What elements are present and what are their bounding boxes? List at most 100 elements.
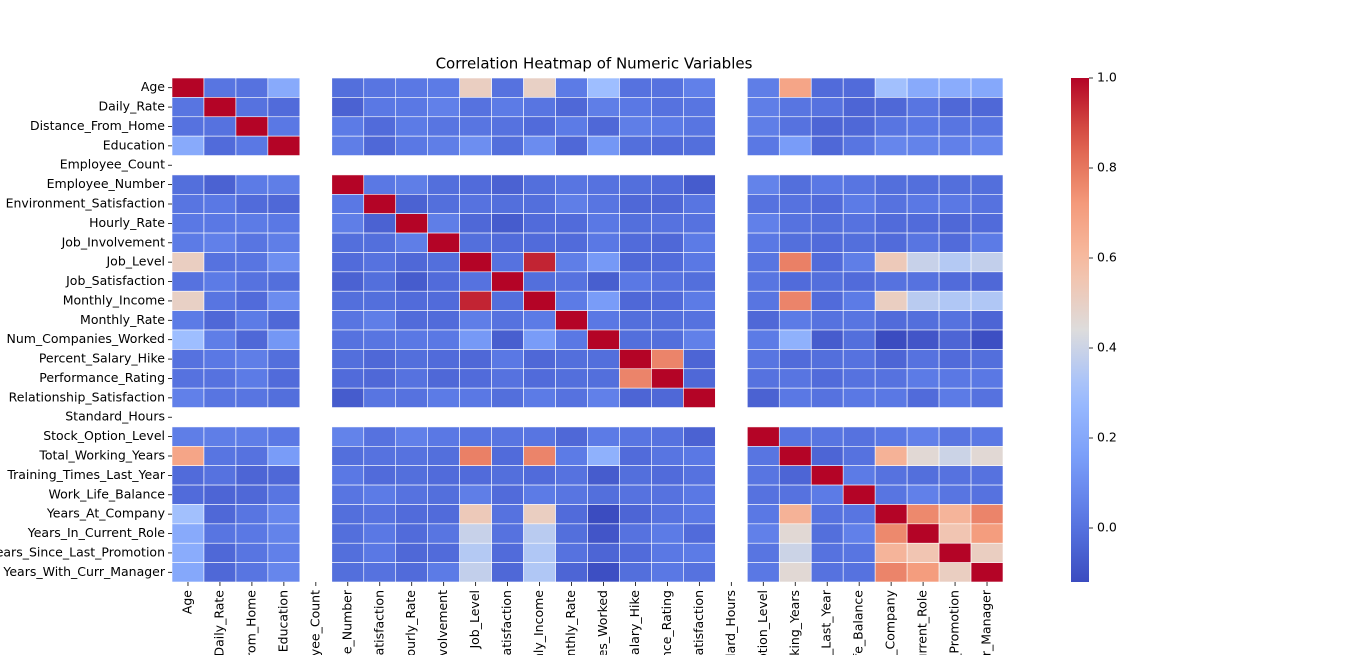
heatmap-cell — [874, 465, 908, 486]
heatmap-cell — [906, 97, 940, 118]
heatmap-cell — [842, 135, 876, 156]
heatmap-cell — [619, 97, 652, 118]
heatmap-cell — [619, 232, 652, 253]
heatmap-cell — [587, 542, 620, 563]
heatmap-cell — [427, 310, 460, 331]
heatmap-cell — [842, 465, 876, 486]
heatmap-cell — [267, 349, 301, 370]
x-tick-label: Environment_Satisfaction — [371, 590, 386, 655]
heatmap-cell — [491, 290, 524, 311]
heatmap-cell — [363, 135, 397, 156]
heatmap-cell — [874, 542, 908, 563]
heatmap-cell — [427, 562, 460, 583]
heatmap-cell — [459, 194, 492, 214]
heatmap-cell — [810, 484, 844, 505]
heatmap-cell — [395, 97, 428, 118]
heatmap-cell — [970, 329, 1004, 350]
heatmap-cell — [874, 484, 908, 505]
heatmap-cell — [778, 97, 812, 118]
heatmap-cell — [683, 77, 716, 98]
heatmap-cell — [906, 174, 940, 195]
heatmap-cell — [810, 232, 844, 253]
heatmap-cell — [906, 368, 940, 389]
heatmap-cell — [427, 290, 460, 311]
heatmap-cell — [747, 562, 780, 583]
heatmap-cell — [171, 232, 205, 253]
heatmap-cell — [203, 310, 237, 331]
heatmap-cell — [555, 252, 588, 273]
heatmap-cell — [395, 174, 428, 195]
heatmap-cell — [555, 349, 588, 370]
y-tick-label: Years_At_Company — [46, 506, 166, 521]
heatmap-cell — [619, 194, 652, 214]
heatmap-cell — [906, 116, 940, 137]
heatmap-cell — [267, 368, 301, 389]
y-tick-label: Monthly_Rate — [80, 312, 165, 327]
heatmap-cell — [651, 252, 684, 273]
heatmap-cell — [459, 116, 492, 137]
x-tick-label: Percent_Salary_Hike — [627, 590, 642, 655]
heatmap-cell — [747, 504, 780, 525]
heatmap-cell — [651, 213, 684, 234]
heatmap-cell — [938, 232, 972, 253]
heatmap-cell — [267, 174, 301, 195]
heatmap-cell — [331, 310, 365, 331]
x-tick-label: Total_Working_Years — [787, 590, 802, 655]
heatmap-cell — [427, 194, 460, 214]
heatmap-cell — [587, 446, 620, 466]
heatmap-cell — [651, 116, 684, 137]
heatmap-cell — [747, 484, 780, 505]
y-tick-label: Education — [103, 137, 165, 152]
heatmap-cell — [235, 77, 269, 98]
heatmap-cell — [363, 290, 397, 311]
heatmap-cell — [874, 174, 908, 195]
heatmap-cell — [810, 135, 844, 156]
heatmap-cell — [651, 97, 684, 118]
heatmap-cell — [523, 77, 556, 98]
heatmap-cell — [683, 290, 716, 311]
heatmap-cell — [587, 426, 620, 447]
heatmap-cell — [747, 349, 780, 370]
heatmap-cell — [203, 562, 237, 583]
heatmap-cell — [491, 426, 524, 447]
heatmap-cell — [459, 562, 492, 583]
heatmap-cell — [395, 290, 428, 311]
heatmap-cell — [778, 271, 812, 292]
heatmap-cell — [203, 116, 237, 137]
heatmap-cell — [331, 523, 365, 544]
heatmap-cell — [427, 426, 460, 447]
heatmap-cell — [331, 194, 365, 214]
heatmap-cell — [651, 349, 684, 370]
heatmap-cell — [555, 446, 588, 466]
heatmap-cell — [491, 387, 524, 408]
heatmap-cell — [587, 116, 620, 137]
y-tick-label: Job_Level — [105, 254, 165, 269]
heatmap-cell — [842, 542, 876, 563]
heatmap-cell — [203, 426, 237, 447]
heatmap-cell — [970, 213, 1004, 234]
x-tick-label: Age — [179, 590, 194, 614]
heatmap-cell — [619, 77, 652, 98]
heatmap-cell — [523, 368, 556, 389]
heatmap-cell — [491, 484, 524, 505]
heatmap-cell — [171, 387, 205, 408]
heatmap-cell — [587, 252, 620, 273]
heatmap-cell — [491, 446, 524, 466]
heatmap-cell — [938, 290, 972, 311]
heatmap-cell — [619, 349, 652, 370]
heatmap-cell — [363, 310, 397, 331]
heatmap-cell — [938, 77, 972, 98]
heatmap-cell — [970, 446, 1004, 466]
heatmap-cell — [363, 77, 397, 98]
heatmap-cell — [683, 271, 716, 292]
x-tick-label: Work_Life_Balance — [851, 590, 866, 655]
heatmap-cell — [395, 349, 428, 370]
heatmap-cell — [331, 252, 365, 273]
heatmap-cell — [842, 174, 876, 195]
heatmap-cell — [235, 387, 269, 408]
heatmap-cell — [171, 194, 205, 214]
heatmap-cell — [395, 77, 428, 98]
heatmap-cell — [331, 97, 365, 118]
heatmap-cell — [906, 290, 940, 311]
heatmap-cell — [970, 349, 1004, 370]
